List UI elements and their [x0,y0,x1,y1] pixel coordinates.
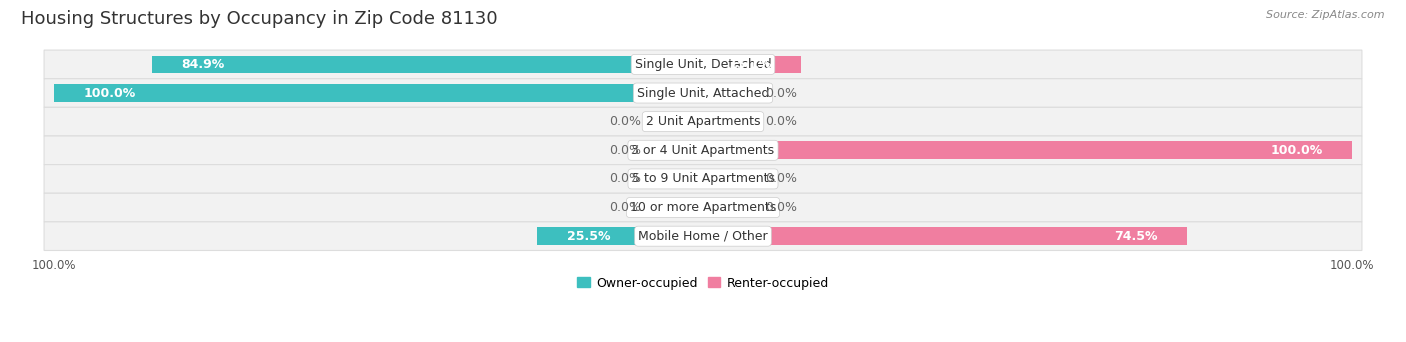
Text: 74.5%: 74.5% [1114,230,1157,243]
Text: 0.0%: 0.0% [609,115,641,128]
FancyBboxPatch shape [44,165,1362,193]
FancyBboxPatch shape [44,79,1362,107]
Bar [703,227,1187,245]
Text: 25.5%: 25.5% [567,230,610,243]
Bar [651,170,703,188]
Text: Single Unit, Detached: Single Unit, Detached [634,58,772,71]
Bar [703,199,755,216]
Bar [703,113,755,131]
FancyBboxPatch shape [44,50,1362,79]
Bar [703,141,755,159]
Bar [651,84,703,102]
Bar [703,55,755,73]
Text: 5 to 9 Unit Apartments: 5 to 9 Unit Apartments [631,172,775,185]
Bar [537,227,703,245]
Bar [651,199,703,216]
Bar [703,170,755,188]
Bar [651,55,703,73]
Bar [53,84,703,102]
Bar [703,84,755,102]
FancyBboxPatch shape [44,193,1362,222]
Text: Single Unit, Attached: Single Unit, Attached [637,87,769,100]
Bar [651,113,703,131]
Bar [651,227,703,245]
FancyBboxPatch shape [44,107,1362,136]
Text: Housing Structures by Occupancy in Zip Code 81130: Housing Structures by Occupancy in Zip C… [21,10,498,28]
Bar [152,55,703,73]
Bar [703,227,755,245]
Text: 2 Unit Apartments: 2 Unit Apartments [645,115,761,128]
Legend: Owner-occupied, Renter-occupied: Owner-occupied, Renter-occupied [572,272,834,294]
Text: 10 or more Apartments: 10 or more Apartments [630,201,776,214]
Text: 100.0%: 100.0% [1271,144,1323,157]
Text: 0.0%: 0.0% [609,201,641,214]
Text: 84.9%: 84.9% [181,58,225,71]
Bar [651,141,703,159]
Text: 0.0%: 0.0% [609,172,641,185]
Text: 0.0%: 0.0% [765,87,797,100]
Text: 15.1%: 15.1% [728,58,772,71]
Text: 0.0%: 0.0% [765,201,797,214]
FancyBboxPatch shape [44,222,1362,250]
Text: 0.0%: 0.0% [609,144,641,157]
Text: Source: ZipAtlas.com: Source: ZipAtlas.com [1267,10,1385,20]
Text: 0.0%: 0.0% [765,115,797,128]
Bar [703,55,801,73]
Text: Mobile Home / Other: Mobile Home / Other [638,230,768,243]
FancyBboxPatch shape [44,136,1362,165]
Bar [703,141,1353,159]
Text: 0.0%: 0.0% [765,172,797,185]
Text: 100.0%: 100.0% [83,87,135,100]
Text: 3 or 4 Unit Apartments: 3 or 4 Unit Apartments [631,144,775,157]
